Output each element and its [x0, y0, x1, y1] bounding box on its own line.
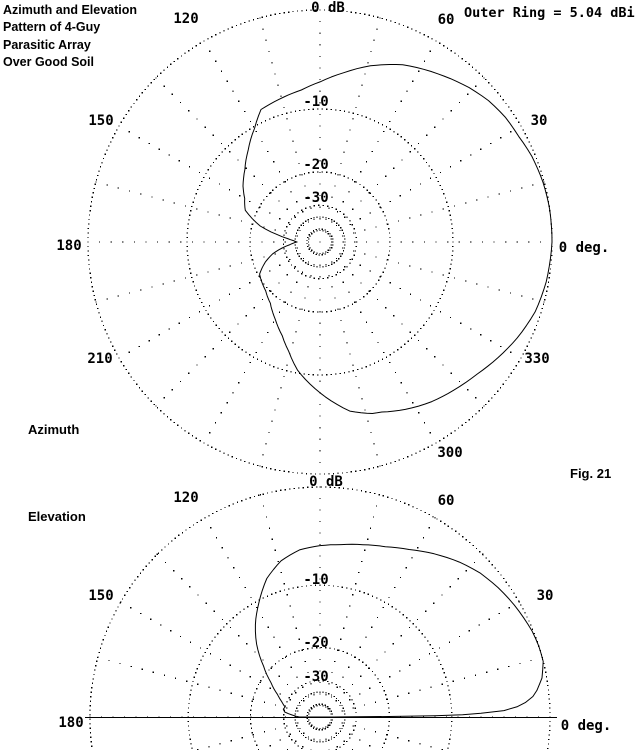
elevation-ring-label: -30 — [303, 669, 329, 685]
title-line-2: Pattern of 4-Guy — [3, 20, 101, 35]
azimuth-angle-label: 150 — [88, 113, 114, 129]
pattern-title: Azimuth and Elevation Pattern of 4-Guy P… — [3, 2, 137, 71]
azimuth-ring-label: -30 — [303, 190, 329, 206]
azimuth-ring-label: 0 dB — [311, 0, 345, 16]
azimuth-ring-label: -10 — [303, 94, 329, 110]
elevation-ring-label: 0 dB — [309, 474, 343, 490]
azimuth-angle-label: 30 — [530, 113, 548, 129]
elevation-polar-grid — [89, 486, 551, 750]
elevation-angle-label: 60 — [437, 493, 455, 509]
elevation-plot-label: Elevation — [28, 509, 86, 524]
azimuth-pattern-curve — [242, 64, 553, 414]
elevation-ring-label: -10 — [303, 572, 329, 588]
elevation-pattern-curve — [254, 543, 544, 718]
figure-number-label: Fig. 21 — [570, 466, 612, 481]
title-line-4: Over Good Soil — [3, 54, 94, 69]
azimuth-plot-label: Azimuth — [28, 422, 80, 437]
azimuth-angle-label: 330 — [524, 351, 550, 367]
elevation-ring-label: -20 — [303, 635, 329, 651]
outer-ring-value-label: Outer Ring = 5.04 dBi — [464, 5, 635, 21]
title-line-3: Parasitic Array — [3, 37, 91, 52]
azimuth-ring-label: -20 — [303, 157, 329, 173]
azimuth-angle-label: 120 — [173, 11, 199, 27]
azimuth-angle-label: 210 — [87, 351, 113, 367]
elevation-angle-label: 150 — [88, 588, 114, 604]
elevation-angle-label: 180 — [58, 715, 84, 731]
azimuth-angle-label: 60 — [437, 12, 455, 28]
azimuth-polar-grid — [87, 9, 553, 475]
azimuth-angle-label: 0 deg. — [558, 240, 610, 256]
elevation-angle-label: 0 deg. — [560, 718, 612, 734]
elevation-angle-label: 30 — [536, 588, 554, 604]
azimuth-angle-label: 300 — [437, 445, 463, 461]
elevation-angle-label: 120 — [173, 490, 199, 506]
azimuth-angle-label: 180 — [56, 238, 82, 254]
title-line-1: Azimuth and Elevation — [3, 3, 138, 17]
